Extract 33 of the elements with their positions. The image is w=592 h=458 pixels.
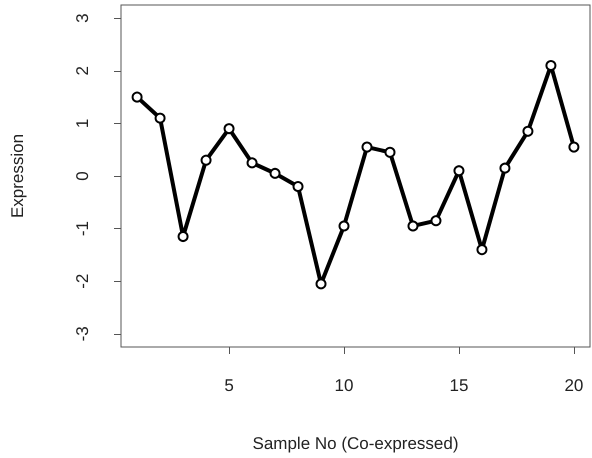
y-tick-label: -3 xyxy=(73,326,92,342)
point xyxy=(522,126,534,137)
x-tick-label: 10 xyxy=(334,376,354,395)
y-axis-title: Expression xyxy=(8,134,27,218)
point xyxy=(154,112,166,124)
point xyxy=(476,244,488,256)
point xyxy=(384,146,396,158)
point xyxy=(568,142,580,153)
y-tick-label: -1 xyxy=(73,221,92,236)
point xyxy=(338,220,350,232)
y-tick-label: 0 xyxy=(73,171,92,181)
point xyxy=(316,278,327,290)
x-axis-title: Sample No (Co-expressed) xyxy=(252,434,458,453)
point xyxy=(246,157,258,168)
y-tick-label: 2 xyxy=(73,66,92,76)
point xyxy=(499,162,510,174)
point xyxy=(178,231,189,242)
point xyxy=(430,215,442,226)
x-tick-label: 15 xyxy=(449,376,468,395)
y-tick-label: -2 xyxy=(73,274,92,289)
point xyxy=(200,154,212,166)
point xyxy=(545,60,556,72)
y-tick-label: 3 xyxy=(73,13,92,23)
x-tick-label: 20 xyxy=(564,376,584,395)
point xyxy=(292,181,304,192)
x-tick-label: 5 xyxy=(224,376,234,395)
point xyxy=(224,123,235,134)
point xyxy=(407,220,418,232)
point xyxy=(453,165,464,176)
point xyxy=(132,92,143,103)
point xyxy=(362,142,372,153)
y-tick-label: 1 xyxy=(73,118,92,128)
point xyxy=(270,168,281,179)
